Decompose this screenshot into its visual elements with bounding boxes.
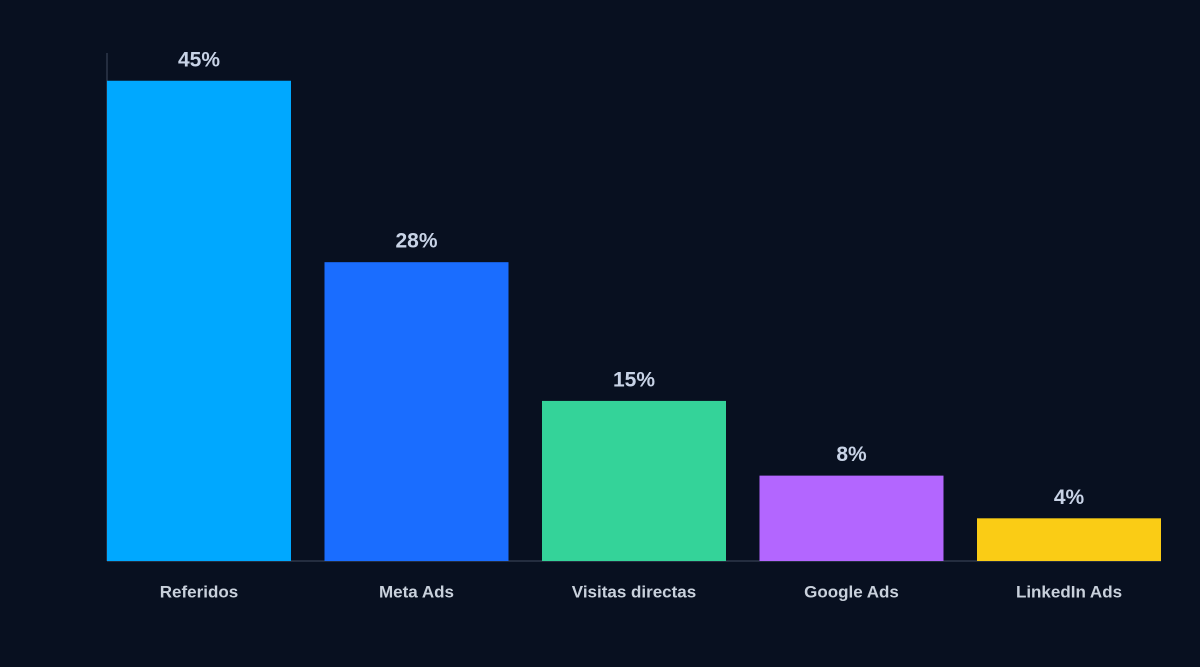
- bar: [324, 262, 509, 561]
- x-tick-label: Google Ads: [804, 582, 899, 601]
- value-label: 45%: [178, 48, 220, 71]
- x-tick-label: Visitas directas: [572, 582, 696, 601]
- bar: [759, 475, 944, 561]
- x-tick-label: LinkedIn Ads: [1016, 582, 1122, 601]
- bar: [977, 518, 1161, 561]
- bar: [542, 400, 726, 561]
- x-tick-label: Referidos: [160, 582, 238, 601]
- x-tick-label: Meta Ads: [379, 582, 454, 601]
- value-label: 15%: [613, 368, 655, 391]
- value-label: 4%: [1054, 486, 1085, 509]
- value-label: 28%: [395, 230, 437, 253]
- value-label: 8%: [836, 443, 867, 466]
- bar: [107, 80, 291, 562]
